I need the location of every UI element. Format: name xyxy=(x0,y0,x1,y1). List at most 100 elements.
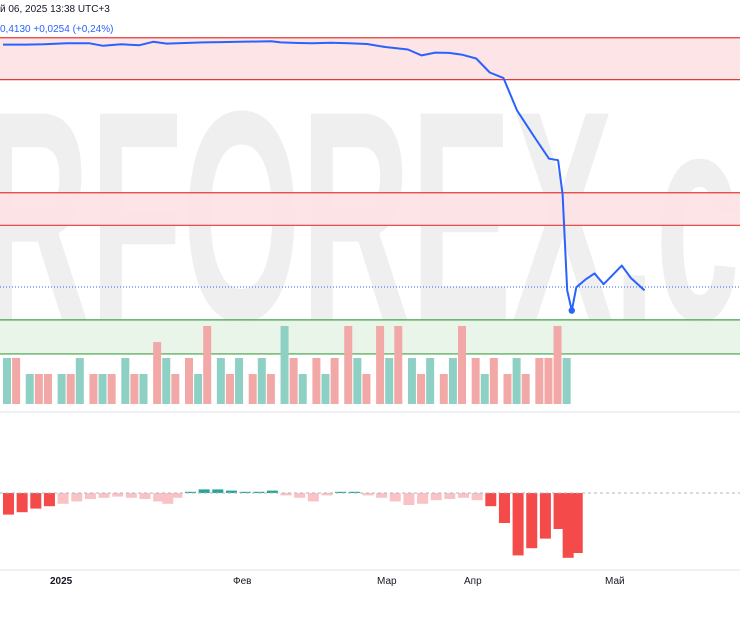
x-tick-2025: 2025 xyxy=(50,576,73,587)
volume-bar xyxy=(344,326,353,404)
volume-bar xyxy=(89,374,98,404)
oscillator-bar xyxy=(362,493,374,496)
volume-bar xyxy=(544,358,553,404)
time-axis: 2025 Фев Мар Апр Май xyxy=(50,576,625,587)
volume-bar xyxy=(417,374,426,404)
last-price-marker xyxy=(568,307,575,314)
oscillator-bar xyxy=(444,493,456,499)
volume-bar xyxy=(34,374,43,404)
oscillator-bar xyxy=(84,493,96,499)
volume-bar xyxy=(153,342,162,404)
volume-bar xyxy=(280,326,289,404)
volume-bar xyxy=(385,358,394,404)
oscillator-bar xyxy=(30,493,42,509)
volume-bar xyxy=(471,358,480,404)
oscillator-bar xyxy=(280,493,292,496)
volume-bar xyxy=(107,374,116,404)
oscillator-bar xyxy=(335,491,347,493)
x-tick-may: Май xyxy=(605,576,625,587)
oscillator-bar xyxy=(471,493,483,501)
volume-bar xyxy=(448,358,457,404)
volume-bar xyxy=(312,358,321,404)
volume-bar xyxy=(25,374,34,404)
oscillator-bar xyxy=(253,491,265,493)
volume-bar xyxy=(289,358,298,404)
oscillator-bar xyxy=(171,493,183,498)
volume-bar xyxy=(362,374,371,404)
header-timestamp: й 06, 2025 13:38 UTC+3 xyxy=(0,4,110,15)
oscillator-bar xyxy=(417,493,429,504)
oscillator-bar xyxy=(307,493,319,502)
oscillator-bar xyxy=(125,493,137,498)
oscillator-bar xyxy=(485,493,497,507)
support-zone xyxy=(0,319,740,354)
volume-bar xyxy=(562,358,571,404)
volume-bar xyxy=(439,374,448,404)
volume-bar xyxy=(225,374,234,404)
volume-bar xyxy=(489,358,498,404)
volume-bar xyxy=(458,326,466,404)
oscillator-bar xyxy=(348,491,360,493)
oscillator-bar xyxy=(294,493,306,498)
oscillator-bar xyxy=(16,493,28,513)
oscillator-bar xyxy=(498,493,510,523)
oscillator-bar xyxy=(539,493,551,539)
volume-histogram xyxy=(3,326,571,404)
volume-bar xyxy=(330,358,339,404)
volume-bar xyxy=(139,374,148,404)
volume-bar xyxy=(248,374,257,404)
volume-bar xyxy=(535,358,544,404)
volume-bar xyxy=(66,374,75,404)
oscillator-bar xyxy=(526,493,538,549)
oscillator-histogram xyxy=(3,489,583,558)
price-line xyxy=(3,40,646,312)
oscillator-bar xyxy=(266,490,278,493)
oscillator-bar xyxy=(71,493,83,502)
oscillator-bar xyxy=(43,493,55,507)
volume-bar xyxy=(394,326,403,404)
volume-bar xyxy=(298,374,307,404)
volume-bar xyxy=(75,358,84,404)
volume-bar xyxy=(171,374,180,404)
volume-bar xyxy=(407,358,416,404)
volume-bar xyxy=(503,374,512,404)
oscillator-bar xyxy=(57,493,69,504)
volume-bar xyxy=(512,358,521,404)
volume-bar xyxy=(121,358,130,404)
oscillator-bar xyxy=(112,493,124,497)
price-series xyxy=(3,40,646,314)
volume-bar xyxy=(426,358,435,404)
volume-bar xyxy=(57,374,66,404)
x-tick-feb: Фев xyxy=(233,576,251,587)
resistance-zone xyxy=(0,192,740,226)
volume-bar xyxy=(185,358,193,404)
volume-bar xyxy=(321,374,330,404)
oscillator-bar xyxy=(321,493,333,496)
oscillator-bar xyxy=(512,493,524,556)
x-tick-mar: Мар xyxy=(377,576,397,587)
oscillator-bar xyxy=(571,493,583,553)
oscillator-bar xyxy=(239,491,251,493)
volume-bar xyxy=(98,374,107,404)
x-tick-apr: Апр xyxy=(464,576,482,587)
volume-bar xyxy=(521,374,530,404)
oscillator-bar xyxy=(458,493,469,498)
price-zones xyxy=(0,37,740,355)
volume-bar xyxy=(376,326,385,404)
volume-bar xyxy=(43,374,52,404)
volume-bar xyxy=(553,326,562,404)
volume-bar xyxy=(162,358,171,404)
volume-bar xyxy=(12,358,21,404)
oscillator-bar xyxy=(376,493,388,498)
volume-bar xyxy=(216,358,225,404)
oscillator-bar xyxy=(139,493,151,499)
volume-bar xyxy=(480,374,489,404)
oscillator-bar xyxy=(98,493,110,498)
volume-bar xyxy=(266,374,275,404)
oscillator-bar xyxy=(225,490,237,493)
volume-bar xyxy=(203,326,212,404)
oscillator-bar xyxy=(153,493,165,502)
oscillator-bar xyxy=(553,493,565,529)
volume-bar xyxy=(235,358,244,404)
